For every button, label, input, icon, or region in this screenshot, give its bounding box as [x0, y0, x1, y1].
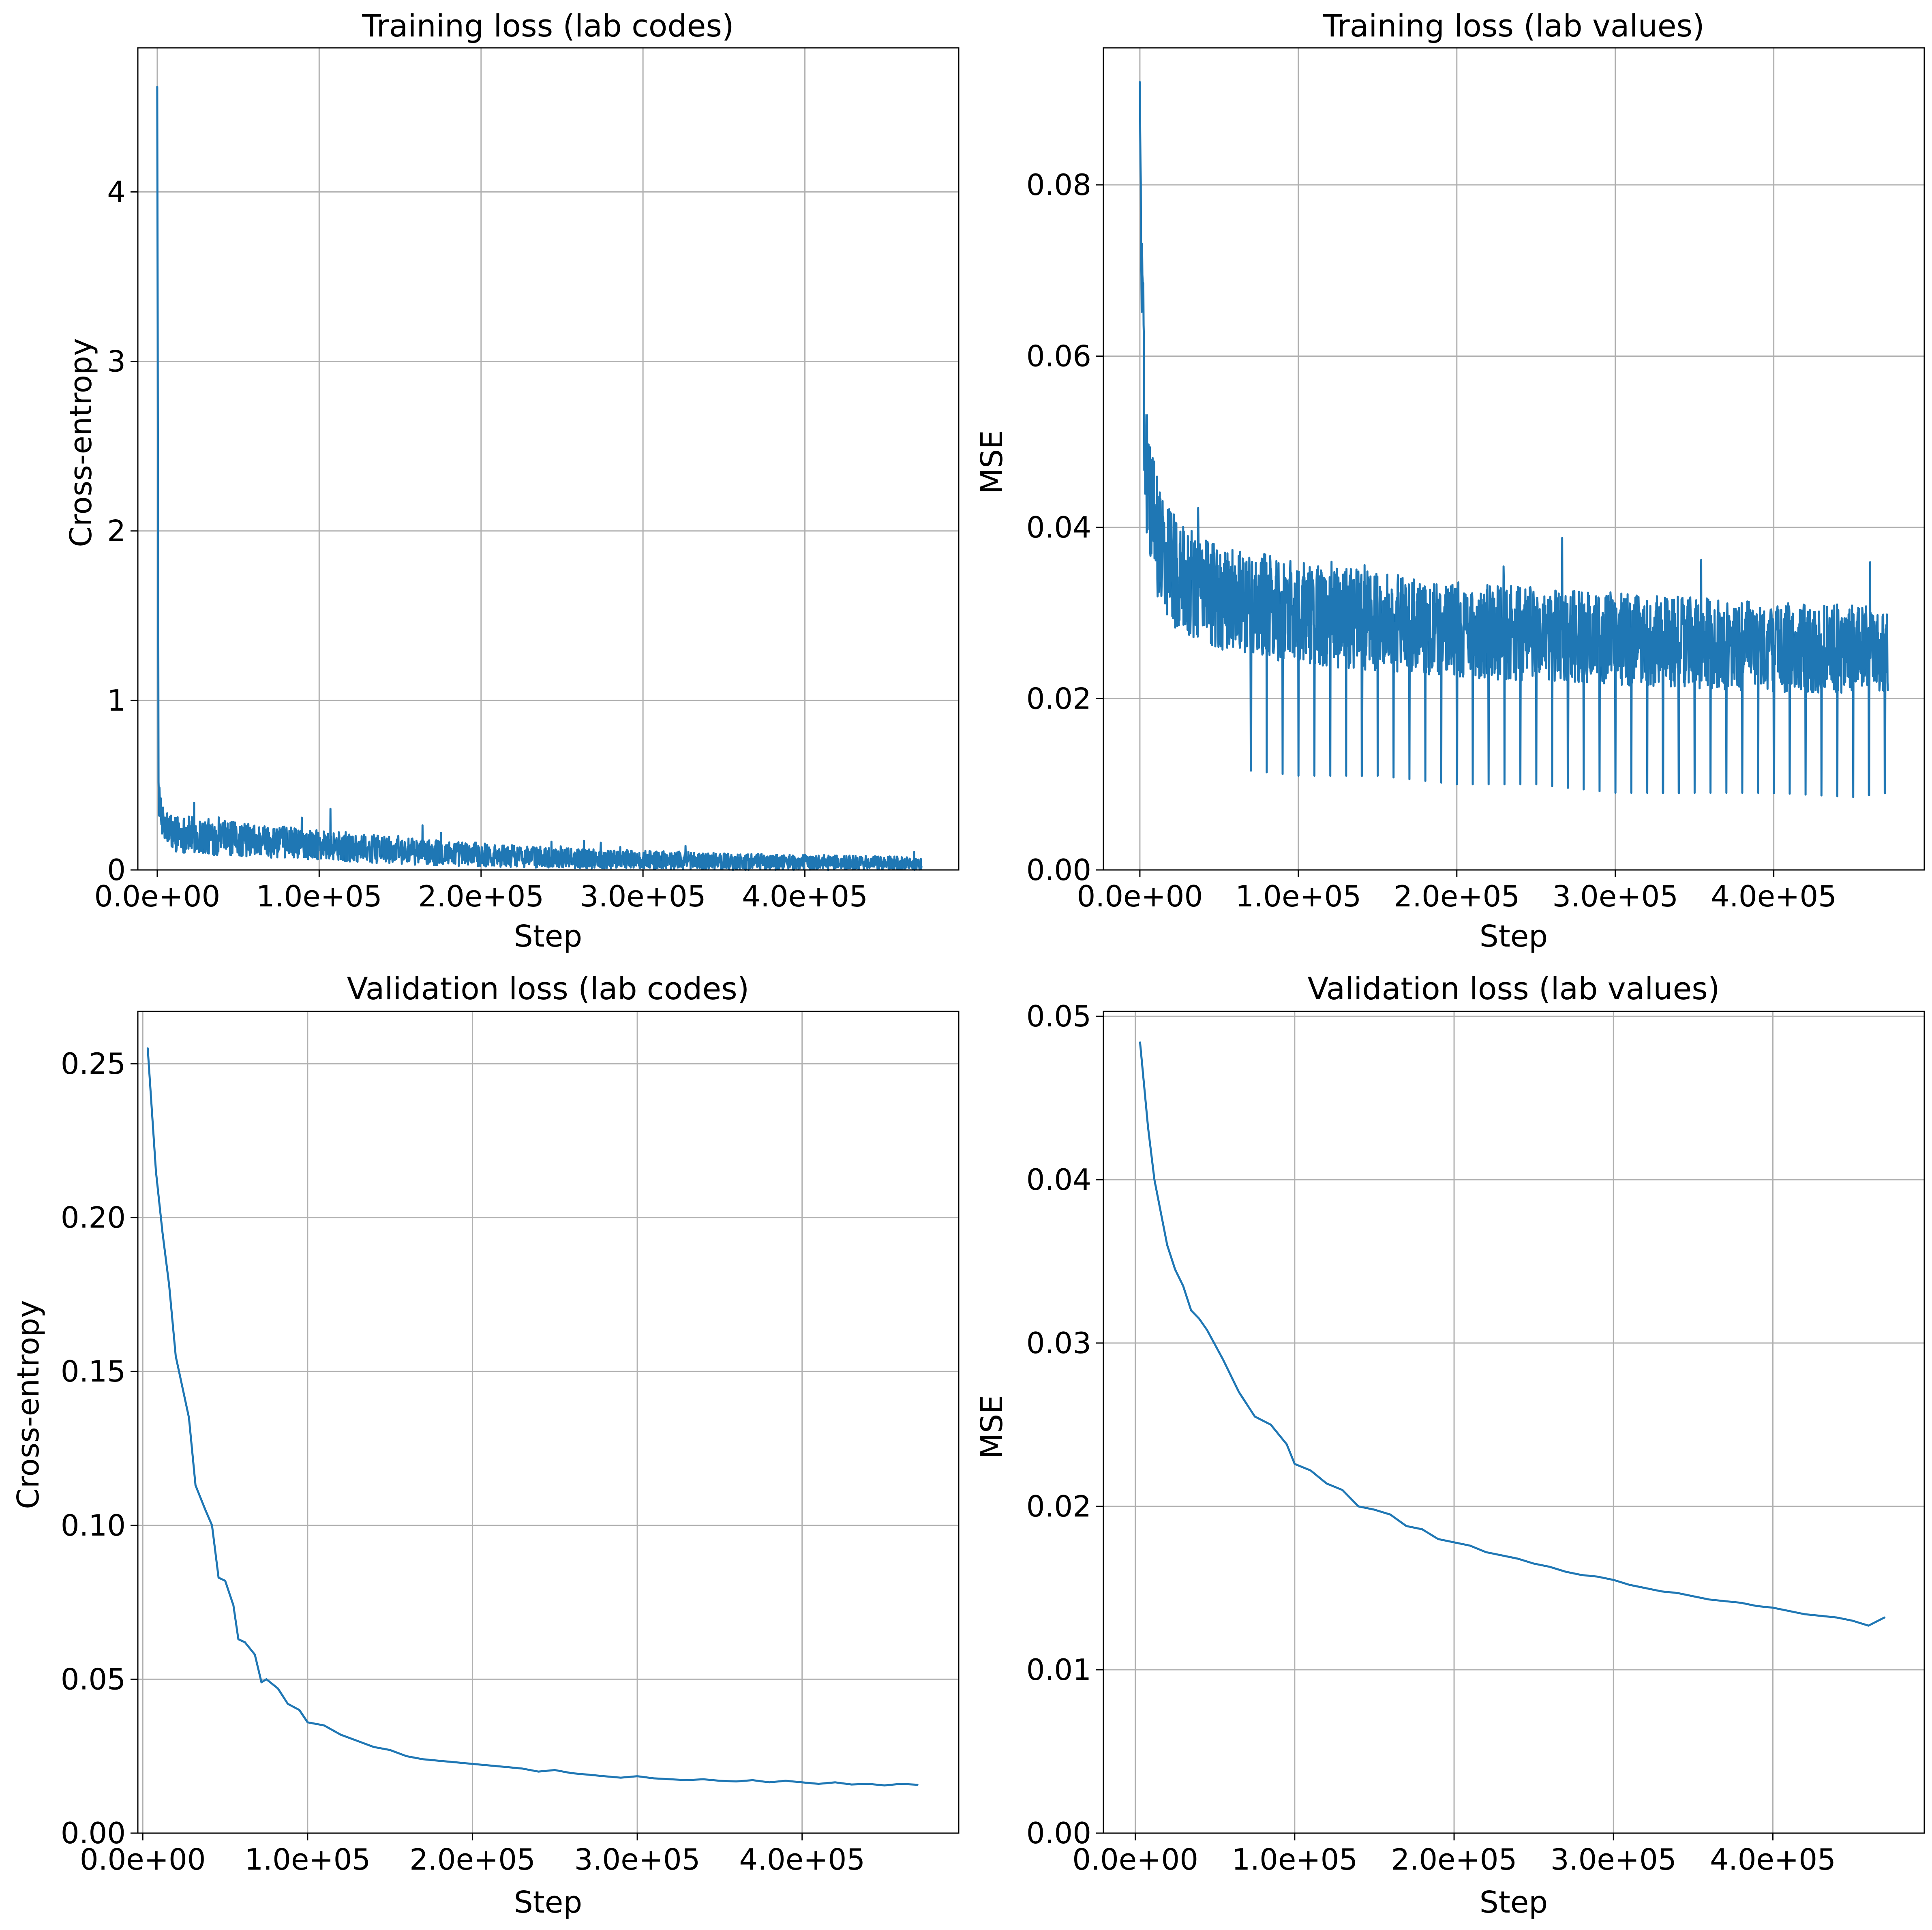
x-tick-label: 2.0e+05	[1391, 1842, 1517, 1876]
y-axis-label: MSE	[975, 1395, 1009, 1459]
y-tick-label: 2	[107, 514, 126, 548]
x-tick-label: 2.0e+05	[409, 1842, 535, 1876]
y-tick-label: 0.00	[1026, 1816, 1091, 1850]
x-tick-label: 1.0e+05	[1232, 1842, 1358, 1876]
y-tick-label: 0.06	[1026, 339, 1091, 373]
series-train-codes	[137, 47, 960, 871]
y-tick-label: 0	[107, 853, 126, 887]
x-tick-label: 2.0e+05	[1394, 879, 1520, 913]
ticks-val-codes: 0.0e+00 1.0e+05 2.0e+05 3.0e+05 4.0e+05 0.00 0…	[61, 1011, 959, 1876]
x-tick-label: 3.0e+05	[580, 879, 706, 913]
y-axis-label: MSE	[975, 430, 1009, 494]
series-val-values	[1103, 1011, 1925, 1834]
ticks-train-codes: 0.0e+00 1.0e+05 2.0e+05 3.0e+05 4.0e+05 0 1 2 3 4	[94, 48, 959, 913]
y-tick-label: 4	[107, 175, 126, 209]
y-tick-label: 0.00	[61, 1816, 126, 1850]
plot-frame	[137, 47, 960, 871]
y-axis-label: Cross-entropy	[11, 1300, 46, 1509]
x-tick-label: 1.0e+05	[256, 879, 382, 913]
x-tick-label: 3.0e+05	[574, 1842, 700, 1876]
x-tick-label: 0.0e+00	[1072, 1842, 1198, 1876]
ticks-val-values: 0.0e+00 1.0e+05 2.0e+05 3.0e+05 4.0e+05 0.00 0…	[1026, 999, 1924, 1876]
y-tick-label: 0.02	[1026, 682, 1091, 716]
y-tick-label: 0.04	[1026, 1163, 1091, 1197]
series-line	[1139, 81, 1889, 798]
panel-val-codes: Validation loss (lab codes) Step Cross-e…	[11, 970, 960, 1920]
x-tick-label: 1.0e+05	[244, 1842, 371, 1876]
plot-frame	[1103, 1011, 1925, 1834]
chart-title: Validation loss (lab codes)	[347, 970, 750, 1007]
x-axis-label: Step	[1480, 919, 1548, 954]
y-tick-label: 0.00	[1026, 853, 1091, 887]
x-tick-label: 4.0e+05	[742, 879, 868, 913]
y-tick-label: 1	[107, 683, 126, 718]
x-tick-label: 3.0e+05	[1552, 879, 1678, 913]
x-tick-label: 0.0e+00	[1077, 879, 1203, 913]
y-tick-label: 0.05	[1026, 999, 1091, 1033]
panel-train-codes: Training loss (lab codes) Step Cross-ent…	[64, 8, 960, 954]
plot-frame	[137, 1011, 960, 1834]
x-tick-label: 0.0e+00	[80, 1842, 206, 1876]
plot-frame	[1103, 47, 1925, 871]
y-axis-label: Cross-entropy	[64, 338, 99, 547]
y-tick-label: 0.25	[61, 1047, 126, 1081]
chart-title: Training loss (lab codes)	[362, 8, 734, 44]
y-tick-label: 0.08	[1026, 168, 1091, 202]
chart-title: Validation loss (lab values)	[1308, 970, 1720, 1007]
x-tick-label: 1.0e+05	[1235, 879, 1361, 913]
series-line	[146, 1047, 919, 1786]
y-tick-label: 0.02	[1026, 1489, 1091, 1523]
x-tick-label: 4.0e+05	[1710, 1842, 1836, 1876]
y-tick-label: 0.10	[61, 1508, 126, 1542]
x-tick-label: 4.0e+05	[739, 1842, 865, 1876]
y-tick-label: 0.05	[61, 1662, 126, 1696]
y-tick-label: 3	[107, 345, 126, 379]
x-tick-label: 0.0e+00	[94, 879, 221, 913]
series-line	[1139, 1041, 1886, 1627]
series-val-codes	[137, 1011, 960, 1834]
y-tick-label: 0.04	[1026, 510, 1091, 544]
y-tick-label: 0.03	[1026, 1326, 1091, 1360]
chart-title: Training loss (lab values)	[1322, 8, 1705, 44]
panel-val-values: Validation loss (lab values) Step MSE 0.…	[975, 970, 1925, 1920]
y-tick-label: 0.01	[1026, 1653, 1091, 1687]
x-axis-label: Step	[514, 919, 583, 954]
x-tick-label: 3.0e+05	[1551, 1842, 1677, 1876]
x-axis-label: Step	[1480, 1885, 1548, 1920]
y-tick-label: 0.20	[61, 1201, 126, 1235]
x-tick-label: 4.0e+05	[1711, 879, 1837, 913]
panel-train-values: Training loss (lab values) Step MSE 0.0e…	[975, 8, 1925, 954]
x-tick-label: 2.0e+05	[418, 879, 544, 913]
series-train-values	[1103, 47, 1925, 871]
x-axis-label: Step	[514, 1885, 583, 1920]
ticks-train-values: 0.0e+00 1.0e+05 2.0e+05 3.0e+05 4.0e+05 0.00 0…	[1026, 48, 1924, 913]
y-tick-label: 0.15	[61, 1354, 126, 1388]
